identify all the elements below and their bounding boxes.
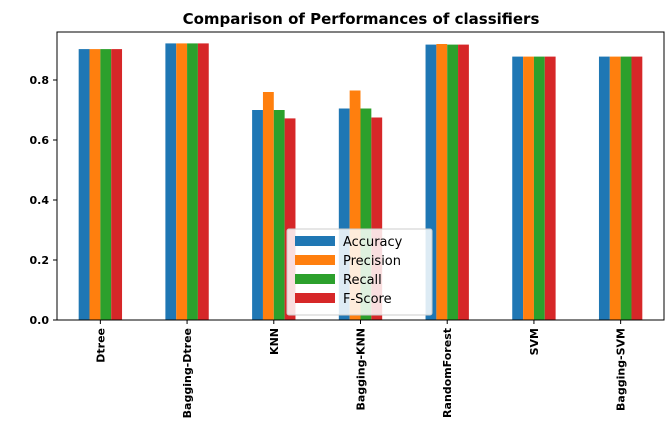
- bar-f-score-6: [631, 56, 643, 320]
- bar-precision-3: [349, 90, 361, 320]
- x-tick-label: KNN: [268, 328, 281, 355]
- bar-accuracy-1: [165, 43, 177, 321]
- bar-recall-5: [533, 56, 545, 320]
- bar-accuracy-2: [252, 110, 263, 320]
- legend-swatch-f-score: [295, 293, 335, 303]
- legend-label-accuracy: Accuracy: [343, 235, 403, 250]
- x-axis: Dtree Bagging-Dtree KNN Bagging-KNN RandomFo…: [94, 320, 628, 418]
- bar-recall-3: [360, 108, 372, 320]
- bar-recall-6: [620, 56, 632, 320]
- y-tick-label: 0.4: [30, 194, 50, 207]
- x-tick-label: Bagging-Dtree: [181, 328, 194, 418]
- x-tick-label: RandomForest: [441, 328, 454, 418]
- bar-recall-2: [273, 110, 285, 320]
- bar-precision-5: [523, 56, 534, 320]
- bar-recall-4: [447, 44, 459, 320]
- y-tick-label: 0.0: [30, 314, 50, 327]
- bar-accuracy-0: [78, 49, 90, 320]
- bar-precision-1: [176, 43, 188, 321]
- bar-recall-1: [187, 43, 198, 321]
- x-tick-label: Bagging-KNN: [355, 328, 368, 411]
- bar-f-score-2: [284, 118, 296, 321]
- bar-precision-0: [89, 49, 101, 320]
- y-tick-label: 0.6: [30, 134, 50, 147]
- bar-f-score-3: [371, 117, 383, 320]
- bar-recall-0: [100, 49, 112, 320]
- bar-f-score-0: [111, 49, 123, 320]
- x-tick-label: Dtree: [94, 328, 107, 363]
- legend-label-recall: Recall: [343, 273, 382, 288]
- bar-accuracy-6: [598, 56, 610, 320]
- legend-swatch-precision: [295, 255, 335, 265]
- legend-swatch-recall: [295, 274, 335, 284]
- legend-label-precision: Precision: [343, 254, 401, 269]
- y-axis: 0.0 0.2 0.4 0.6 0.8: [30, 74, 57, 327]
- x-tick-label: Bagging-SVM: [615, 328, 628, 411]
- y-tick-label: 0.8: [30, 74, 50, 87]
- bar-accuracy-3: [338, 108, 350, 320]
- bar-f-score-4: [458, 44, 469, 320]
- x-tick-label: SVM: [528, 328, 541, 355]
- bar-f-score-1: [197, 43, 209, 321]
- chart-title: Comparison of Performances of classifier…: [183, 10, 540, 28]
- bar-precision-4: [436, 44, 448, 320]
- bar-f-score-5: [544, 56, 556, 320]
- bars-group: [78, 43, 643, 321]
- legend-swatch-accuracy: [295, 236, 335, 246]
- legend-label-f-score: F-Score: [343, 292, 392, 307]
- bar-precision-6: [609, 56, 621, 320]
- legend: Accuracy Precision Recall F-Score: [286, 228, 433, 316]
- y-tick-label: 0.2: [30, 254, 50, 267]
- bar-accuracy-5: [512, 56, 524, 320]
- plot-frame: [56, 31, 665, 321]
- bar-precision-2: [262, 92, 274, 320]
- bar-accuracy-4: [425, 44, 437, 320]
